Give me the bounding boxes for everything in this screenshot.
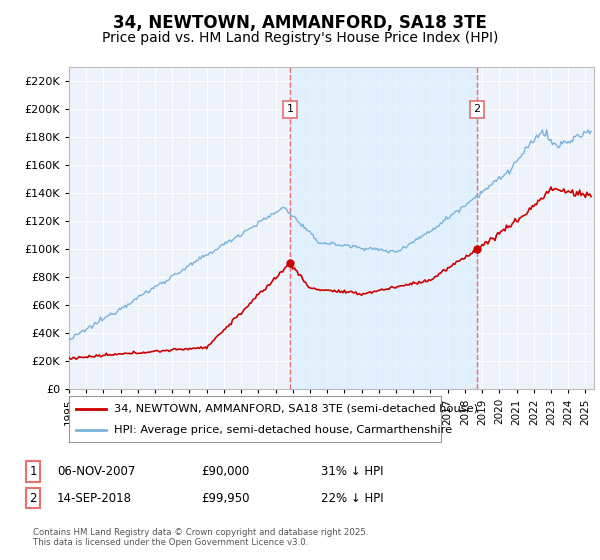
Bar [290,67,477,389]
Text: 31% ↓ HPI: 31% ↓ HPI [321,465,383,478]
Text: 14-SEP-2018: 14-SEP-2018 [57,492,132,505]
Text: 34, NEWTOWN, AMMANFORD, SA18 3TE (semi-detached house): 34, NEWTOWN, AMMANFORD, SA18 3TE (semi-d… [113,404,478,414]
Text: 22% ↓ HPI: 22% ↓ HPI [321,492,383,505]
Text: 06-NOV-2007: 06-NOV-2007 [57,465,136,478]
Text: Contains HM Land Registry data © Crown copyright and database right 2025.
This d: Contains HM Land Registry data © Crown c… [33,528,368,547]
Text: 2: 2 [29,492,37,505]
Text: Price paid vs. HM Land Registry's House Price Index (HPI): Price paid vs. HM Land Registry's House … [102,31,498,45]
Text: HPI: Average price, semi-detached house, Carmarthenshire: HPI: Average price, semi-detached house,… [113,425,452,435]
Text: 34, NEWTOWN, AMMANFORD, SA18 3TE: 34, NEWTOWN, AMMANFORD, SA18 3TE [113,14,487,32]
Text: £99,950: £99,950 [201,492,250,505]
Text: 2: 2 [473,104,481,114]
Text: 1: 1 [287,104,293,114]
Text: £90,000: £90,000 [201,465,249,478]
Text: 1: 1 [29,465,37,478]
